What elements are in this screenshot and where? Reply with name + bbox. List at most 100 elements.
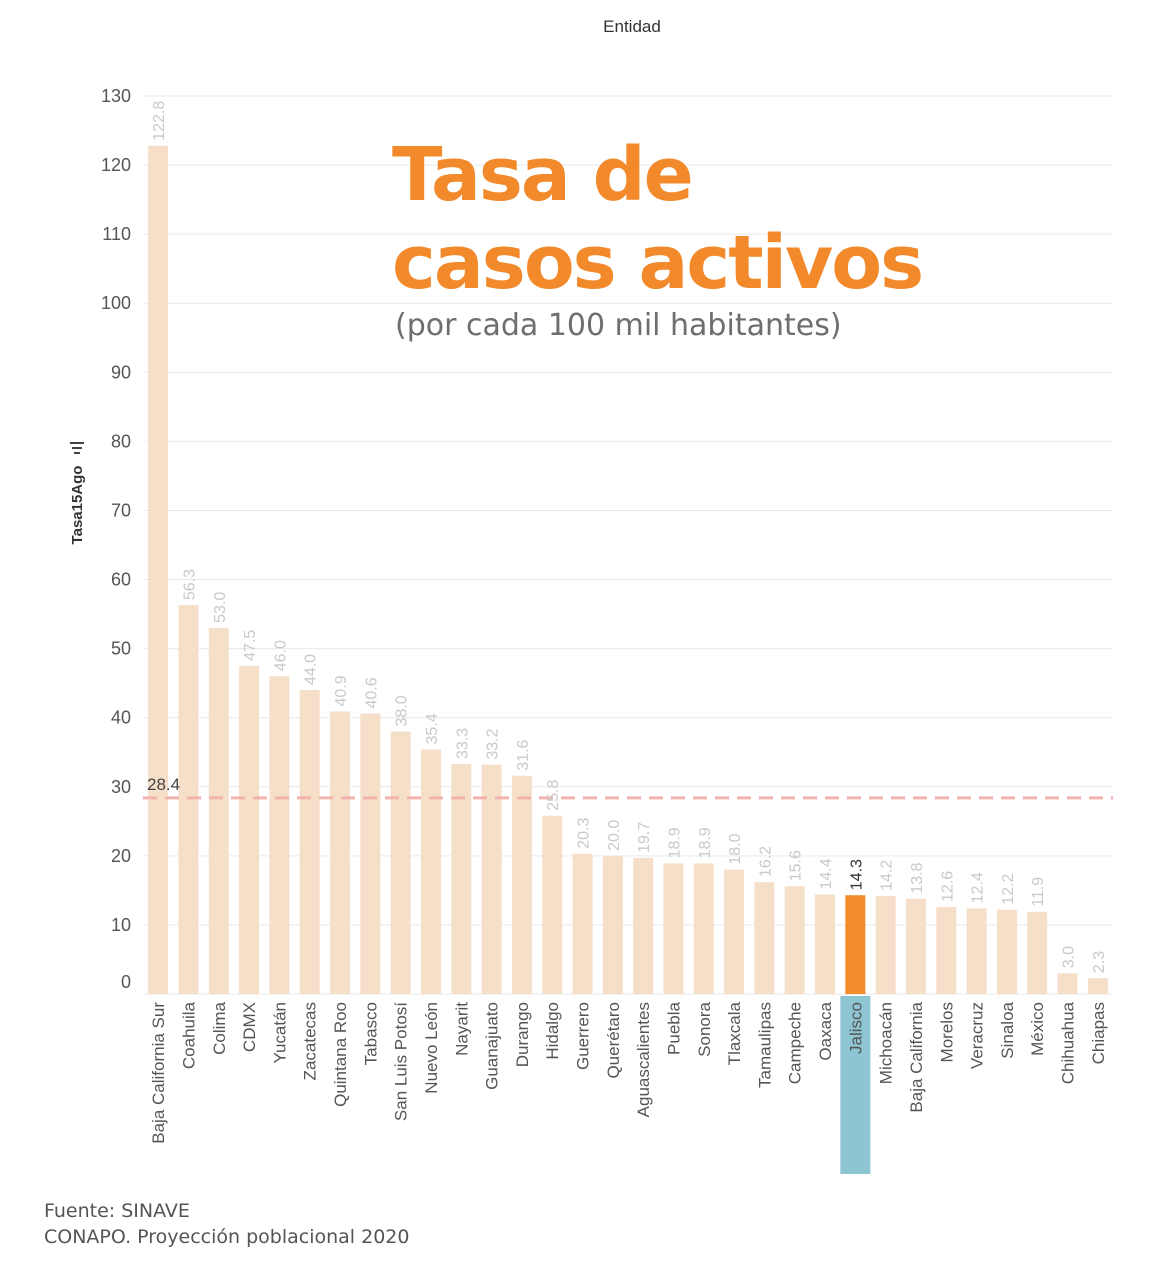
bar[interactable] xyxy=(996,909,1017,994)
y-tick-label: 20 xyxy=(111,846,131,866)
y-tick-label: 130 xyxy=(101,86,131,106)
bar[interactable] xyxy=(875,895,896,994)
value-label: 40.6 xyxy=(363,677,380,708)
reference-line-label: 28.4 xyxy=(147,775,180,794)
bar[interactable] xyxy=(1057,973,1078,994)
y-tick-label: 100 xyxy=(101,293,131,313)
bar[interactable] xyxy=(633,857,654,994)
bar[interactable] xyxy=(299,690,320,994)
value-label: 20.0 xyxy=(606,820,623,851)
bar[interactable] xyxy=(148,145,169,995)
bar[interactable] xyxy=(511,775,532,994)
x-category-label: Guanajuato xyxy=(483,1002,502,1090)
x-category-label: Quintana Roo xyxy=(331,1002,350,1107)
bar[interactable] xyxy=(905,898,926,994)
bar[interactable] xyxy=(1027,911,1048,994)
source-note-line-2: CONAPO. Proyección poblacional 2020 xyxy=(44,1226,410,1248)
x-axis-categories: Baja California Sur Coahuila Colima CDMX Yuc… xyxy=(149,1001,1108,1143)
x-category-label: Durango xyxy=(513,1002,532,1067)
value-label: 18.9 xyxy=(697,827,714,858)
y-tick-label: 80 xyxy=(111,431,131,451)
value-label: 38.0 xyxy=(394,695,411,726)
y-tick-label: 10 xyxy=(111,915,131,935)
bar[interactable] xyxy=(754,882,775,994)
bar[interactable] xyxy=(693,863,714,994)
value-label: 11.9 xyxy=(1030,877,1047,907)
bar[interactable] xyxy=(784,886,805,994)
x-category-label: Puebla xyxy=(664,1001,683,1054)
y-axis-title: Tasa15Ago xyxy=(69,466,86,545)
bar[interactable] xyxy=(269,676,290,994)
bar[interactable] xyxy=(845,895,866,994)
x-category-label: Chihuahua xyxy=(1059,1001,1078,1084)
x-category-label: Baja California Sur xyxy=(149,1002,168,1144)
y-tick-label: 60 xyxy=(111,570,131,590)
value-label: 14.2 xyxy=(879,860,896,891)
value-label: 13.8 xyxy=(909,862,926,893)
bars xyxy=(148,145,1108,995)
sort-icon[interactable] xyxy=(70,442,84,454)
y-axis-ticks: 0 10 20 30 40 50 60 70 80 90 100 110 120 130 xyxy=(101,86,131,992)
y-tick-label: 30 xyxy=(111,777,131,797)
bar[interactable] xyxy=(572,853,593,994)
x-category-label: CDMX xyxy=(240,1002,259,1052)
x-category-label: Oaxaca xyxy=(816,1001,835,1060)
bar[interactable] xyxy=(390,731,411,994)
y-tick-label: 110 xyxy=(102,224,131,244)
x-category-label: Veracruz xyxy=(968,1002,987,1069)
x-category-label: Zacatecas xyxy=(301,1002,320,1080)
bar[interactable] xyxy=(663,863,684,994)
bar[interactable] xyxy=(602,855,623,994)
bar[interactable] xyxy=(724,869,745,994)
value-label: 46.0 xyxy=(272,640,289,671)
bar[interactable] xyxy=(451,763,472,994)
x-category-label: Sinaloa xyxy=(998,1001,1017,1058)
value-label: 14.4 xyxy=(818,858,835,889)
highlight-category-background xyxy=(840,996,871,1174)
value-label: 47.5 xyxy=(242,630,259,661)
value-label: 35.4 xyxy=(424,713,441,744)
x-axis-title: Entidad xyxy=(603,17,661,36)
x-category-label: Tabasco xyxy=(361,1002,380,1065)
x-category-label: Colima xyxy=(210,1001,229,1054)
value-label: 44.0 xyxy=(303,654,320,685)
y-tick-label: 40 xyxy=(111,708,131,728)
value-label: 15.6 xyxy=(788,850,805,881)
value-label: 19.7 xyxy=(636,822,653,853)
bar[interactable] xyxy=(239,665,260,994)
y-axis-title-group: Tasa15Ago xyxy=(69,466,86,545)
x-category-label: Sonora xyxy=(695,1001,714,1056)
bar[interactable] xyxy=(966,908,987,994)
bar[interactable] xyxy=(1087,978,1108,994)
bar[interactable] xyxy=(420,749,441,994)
value-label: 25.8 xyxy=(545,780,562,811)
x-category-label: Nuevo León xyxy=(422,1002,441,1094)
bar[interactable] xyxy=(208,627,229,994)
value-label: 33.2 xyxy=(485,728,502,759)
bar[interactable] xyxy=(360,713,381,994)
y-tick-label: 70 xyxy=(111,500,131,520)
bar[interactable] xyxy=(936,906,957,994)
value-label: 20.3 xyxy=(576,818,593,849)
x-category-label: Baja California xyxy=(907,1001,926,1112)
bar[interactable] xyxy=(815,894,836,994)
value-label: 16.2 xyxy=(757,846,774,877)
x-category-label: Tlaxcala xyxy=(725,1001,744,1065)
bar[interactable] xyxy=(481,764,502,994)
x-category-label: Morelos xyxy=(937,1002,956,1062)
x-category-label: Querétaro xyxy=(604,1002,623,1079)
bar[interactable] xyxy=(330,711,351,994)
value-label: 31.6 xyxy=(515,739,532,770)
value-label: 2.3 xyxy=(1091,951,1108,973)
x-category-label: Tamaulipas xyxy=(755,1002,774,1088)
bar[interactable] xyxy=(178,605,199,994)
x-category-label: Campeche xyxy=(786,1002,805,1084)
y-tick-label: 120 xyxy=(101,155,131,175)
bar[interactable] xyxy=(542,815,563,994)
value-label: 12.2 xyxy=(1000,873,1017,904)
reference-line-group: 28.4 xyxy=(143,775,1113,800)
value-label: 12.4 xyxy=(970,872,987,903)
x-category-label: Chiapas xyxy=(1089,1002,1108,1064)
value-label: 33.3 xyxy=(454,728,471,759)
